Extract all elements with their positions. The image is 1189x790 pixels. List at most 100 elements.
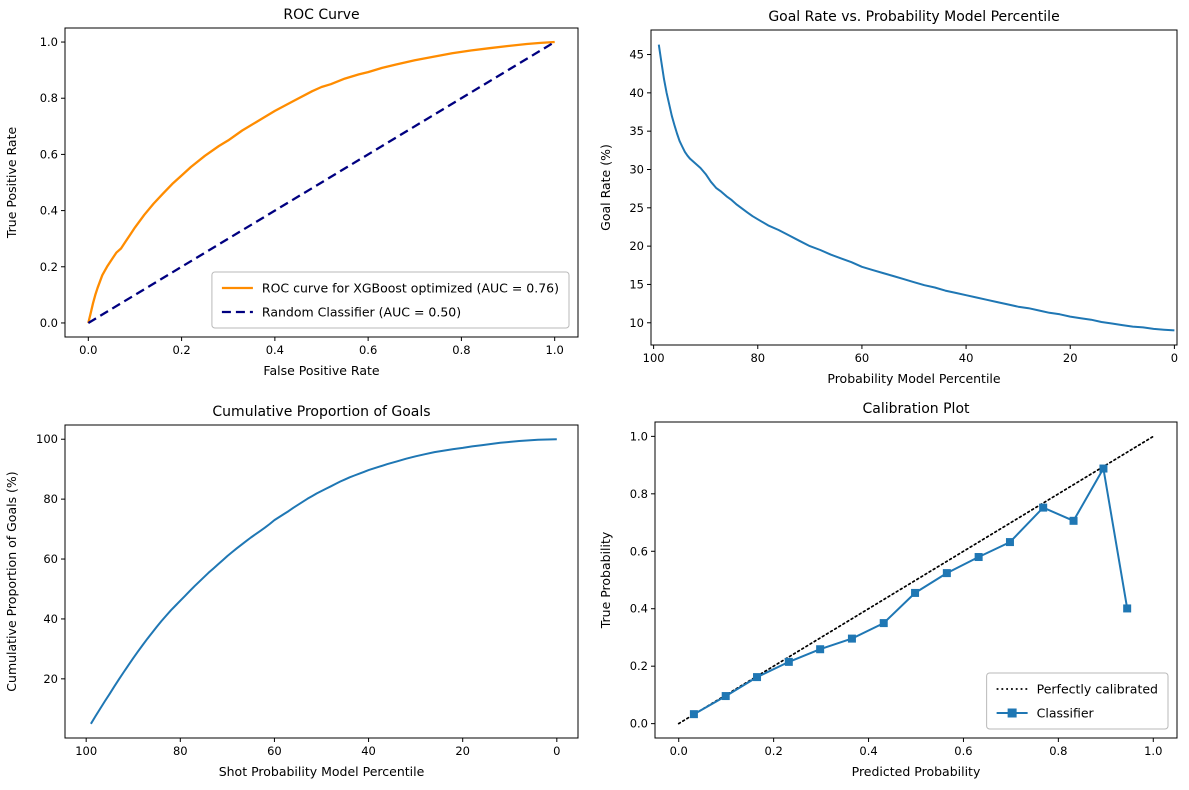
- x-tick-label: 0.6: [359, 343, 377, 357]
- y-axis-label: True Positive Rate: [4, 127, 19, 240]
- square-marker: [784, 657, 793, 666]
- square-marker: [1039, 503, 1048, 512]
- chart-background: [594, 395, 1189, 790]
- x-tick-label: 0: [553, 744, 560, 758]
- y-tick-label: 0.8: [630, 487, 648, 501]
- series-markers-classifier: [689, 464, 1132, 719]
- x-tick-label: 80: [750, 351, 765, 365]
- y-tick-label: 0.4: [40, 204, 58, 218]
- x-tick-label: 60: [855, 351, 870, 365]
- x-tick-label: 0: [1171, 351, 1178, 365]
- square-marker: [974, 553, 983, 562]
- x-tick-label: 0.0: [79, 343, 97, 357]
- x-tick-label: 0.2: [172, 343, 190, 357]
- y-tick-label: 60: [43, 552, 58, 566]
- y-tick-label: 0.2: [40, 260, 58, 274]
- chart-cumulative-goals: 100 80 60 40 20 0 20 40 60 80 100 Cumulative Propor…: [0, 395, 594, 790]
- y-tick-label: 30: [629, 162, 644, 176]
- legend-box: [211, 271, 570, 329]
- x-tick-label: 1.0: [546, 343, 564, 357]
- chart-background: [0, 395, 594, 790]
- series-random-classifier: [87, 41, 556, 324]
- square-marker: [753, 673, 762, 682]
- y-tick-label: 0.4: [630, 602, 648, 616]
- y-tick-label: 0.0: [40, 316, 58, 330]
- x-tick-label: 0.0: [670, 744, 688, 758]
- y-axis-label: Goal Rate (%): [598, 144, 613, 231]
- axis-ticks: 0.0 0.2 0.4 0.6 0.8 1.0 0.0 0.2 0.4 0.6 0.8 1.0: [40, 35, 564, 357]
- x-tick-label: 80: [173, 744, 188, 758]
- legend-label: ROC curve for XGBoost optimized (AUC = 0…: [262, 281, 559, 296]
- x-tick-label: 100: [75, 744, 97, 758]
- legend: Perfectly calibrated Classifier: [986, 672, 1169, 730]
- y-tick-label: 35: [629, 124, 644, 138]
- y-tick-label: 40: [629, 86, 644, 100]
- legend-label: Random Classifier (AUC = 0.50): [262, 305, 461, 320]
- y-tick-label: 25: [629, 201, 644, 215]
- chart-title: ROC Curve: [283, 7, 359, 23]
- axis-ticks: 100 80 60 40 20 0 20 40 60 80 100: [36, 432, 560, 758]
- legend-label: Classifier: [1037, 706, 1095, 721]
- chart-background: [594, 0, 1189, 395]
- square-marker: [1123, 604, 1132, 613]
- x-tick-label: 0.6: [954, 744, 972, 758]
- axes-frame: [64, 424, 579, 739]
- legend-box: [986, 672, 1169, 730]
- series-roc-xgboost: [87, 40, 555, 324]
- axes-frame: [64, 27, 579, 338]
- square-marker: [721, 692, 730, 701]
- x-tick-label: 20: [455, 744, 470, 758]
- square-marker: [816, 645, 825, 654]
- x-tick-label: 0.4: [859, 744, 877, 758]
- y-tick-label: 100: [36, 432, 58, 446]
- axis-ticks: 0.0 0.2 0.4 0.6 0.8 1.0 0.0 0.2 0.4 0.6 0.8 1.0: [630, 429, 1163, 758]
- y-tick-label: 0.2: [630, 659, 648, 673]
- x-axis-label: False Positive Rate: [263, 363, 379, 378]
- square-marker: [1099, 464, 1108, 473]
- square-marker: [911, 588, 920, 597]
- square-marker: [879, 619, 888, 628]
- x-tick-label: 0.8: [1049, 744, 1067, 758]
- square-marker: [847, 634, 856, 643]
- x-tick-label: 0.4: [266, 343, 284, 357]
- chart-goal-rate: 100 80 60 40 20 0 10 15 20 25 30 35 40 45 Goal Rate vs…: [594, 0, 1189, 395]
- axes-frame: [654, 421, 1178, 739]
- y-tick-label: 1.0: [630, 429, 648, 443]
- x-axis-label: Shot Probability Model Percentile: [219, 764, 425, 779]
- y-tick-label: 80: [43, 492, 58, 506]
- series-cumulative-curve: [90, 438, 557, 725]
- x-tick-label: 40: [361, 744, 376, 758]
- x-tick-label: 0.2: [764, 744, 782, 758]
- x-tick-label: 100: [643, 351, 665, 365]
- x-tick-label: 20: [1063, 351, 1078, 365]
- y-tick-label: 1.0: [40, 35, 58, 49]
- axis-ticks: 100 80 60 40 20 0 10 15 20 25 30 35 40 45: [629, 48, 1178, 365]
- y-tick-label: 20: [43, 672, 58, 686]
- y-tick-label: 20: [629, 239, 644, 253]
- y-tick-label: 0.6: [40, 147, 58, 161]
- x-tick-label: 1.0: [1144, 744, 1162, 758]
- x-tick-label: 40: [959, 351, 974, 365]
- axes-frame: [650, 29, 1178, 346]
- chart-title: Goal Rate vs. Probability Model Percenti…: [768, 9, 1059, 25]
- chart-title: Cumulative Proportion of Goals: [212, 404, 430, 420]
- chart-roc-curve: 0.0 0.2 0.4 0.6 0.8 1.0 0.0 0.2 0.4 0.6 0.8 1.0 ROC …: [0, 0, 594, 395]
- y-tick-label: 10: [629, 316, 644, 330]
- square-marker: [942, 569, 951, 578]
- x-tick-label: 60: [267, 744, 282, 758]
- square-marker: [1069, 516, 1078, 525]
- square-marker: [689, 710, 698, 719]
- y-tick-label: 0.6: [630, 544, 648, 558]
- y-axis-label: True Probability: [598, 531, 613, 629]
- y-tick-label: 40: [43, 612, 58, 626]
- legend-label: Perfectly calibrated: [1037, 682, 1158, 697]
- x-tick-label: 0.8: [452, 343, 470, 357]
- y-tick-label: 0.8: [40, 91, 58, 105]
- y-tick-label: 45: [629, 48, 644, 62]
- chart-title: Calibration Plot: [862, 401, 970, 417]
- y-tick-label: 15: [629, 277, 644, 291]
- y-tick-label: 0.0: [630, 717, 648, 731]
- legend: ROC curve for XGBoost optimized (AUC = 0…: [211, 271, 570, 329]
- y-axis-label: Cumulative Proportion of Goals (%): [4, 471, 19, 691]
